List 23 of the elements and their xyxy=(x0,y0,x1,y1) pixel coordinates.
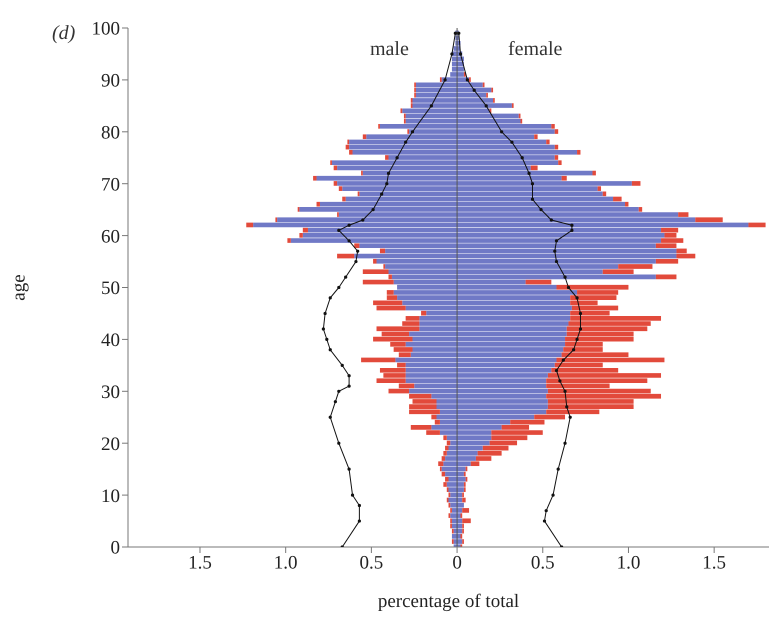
y-tick-label: 100 xyxy=(92,18,120,40)
y-tick-label: 70 xyxy=(101,174,120,196)
x-tick-label: 0 xyxy=(452,552,462,574)
y-tick-label: 10 xyxy=(101,486,120,507)
annotation: male xyxy=(370,38,409,61)
y-tick-label: 50 xyxy=(101,278,120,300)
x-tick-label: 1.5 xyxy=(702,552,726,574)
annotation: female xyxy=(508,38,562,61)
y-tick-label: 30 xyxy=(101,382,120,404)
y-axis-title: age xyxy=(8,274,30,301)
y-tick-label: 0 xyxy=(110,538,120,559)
y-tick-label: 80 xyxy=(101,122,120,144)
x-axis-title: percentage of total xyxy=(378,591,520,612)
text: (d) xyxy=(52,22,76,45)
y-tick-label: 60 xyxy=(101,226,120,248)
x-tick-label: 1.0 xyxy=(274,552,298,574)
y-tick-label: 20 xyxy=(101,434,120,455)
x-tick-label: 0.5 xyxy=(530,552,555,574)
x-tick-label: 1.5 xyxy=(188,552,212,574)
x-tick-label: 0.5 xyxy=(360,552,384,574)
x-tick-label: 1.0 xyxy=(616,552,640,574)
y-tick-label: 90 xyxy=(101,70,120,92)
y-tick-label: 40 xyxy=(101,330,120,352)
